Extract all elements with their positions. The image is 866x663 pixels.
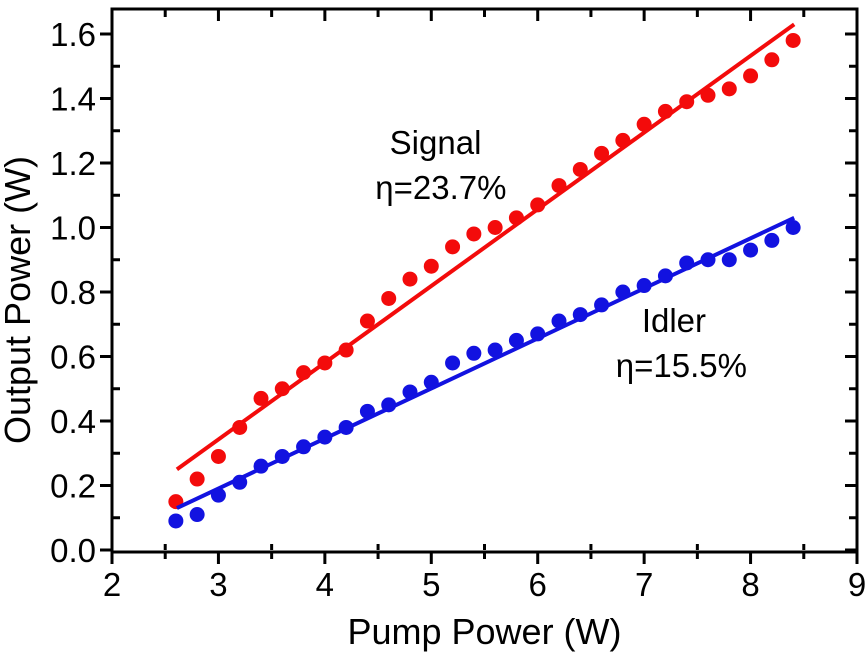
signal-data-point [359, 313, 375, 329]
x-axis-title: Pump Power (W) [347, 611, 621, 652]
signal-data-point [296, 365, 312, 381]
idler-data-point [657, 268, 673, 284]
signal-data-point [700, 87, 716, 103]
signal-data-point [785, 32, 801, 48]
idler-data-point [274, 448, 290, 464]
y-tick-label: 1.2 [50, 145, 96, 182]
signal-data-point [466, 226, 482, 242]
idler-data-point [700, 252, 716, 268]
idler-data-point [253, 458, 269, 474]
annotation-Idler: Idler [642, 302, 706, 339]
x-tick-label: 4 [316, 566, 334, 603]
idler-data-point [530, 326, 546, 342]
y-tick-label: 0.4 [50, 403, 96, 440]
idler-data-point [615, 284, 631, 300]
idler-data-point [402, 384, 418, 400]
idler-data-point [466, 345, 482, 361]
x-tick-label: 6 [529, 566, 547, 603]
annotation-23.7%: η=23.7% [375, 169, 506, 206]
signal-data-point [381, 290, 397, 306]
idler-data-point [487, 342, 503, 358]
idler-data-point [232, 474, 248, 490]
x-tick-label: 2 [103, 566, 121, 603]
idler-data-point [423, 374, 439, 390]
signal-data-point [274, 381, 290, 397]
y-tick-label: 1.4 [50, 81, 96, 118]
signal-data-point [551, 178, 567, 194]
idler-data-point [296, 439, 312, 455]
signal-data-point [232, 419, 248, 435]
signal-data-point [594, 145, 610, 161]
signal-data-point [657, 103, 673, 119]
idler-data-point [743, 242, 759, 258]
idler-data-point [679, 255, 695, 271]
signal-data-point [530, 197, 546, 213]
signal-fit-line [175, 22, 796, 471]
idler-data-point [508, 332, 524, 348]
idler-data-point [764, 232, 780, 248]
idler-data-point [359, 403, 375, 419]
signal-data-point [508, 210, 524, 226]
idler-data-point [189, 507, 205, 523]
y-tick-label: 0.0 [50, 532, 96, 569]
y-tick-label: 1.6 [50, 16, 96, 53]
idler-data-point [572, 307, 588, 323]
signal-data-point [402, 271, 418, 287]
x-tick-label: 3 [209, 566, 227, 603]
y-tick-label: 1.0 [50, 210, 96, 247]
idler-data-point [721, 252, 737, 268]
signal-data-point [743, 68, 759, 84]
idler-data-point [551, 313, 567, 329]
y-tick-label: 0.8 [50, 274, 96, 311]
idler-data-point [338, 419, 354, 435]
idler-data-point [381, 397, 397, 413]
signal-data-point [764, 52, 780, 68]
signal-data-point [189, 471, 205, 487]
axis-frame [110, 7, 859, 554]
y-tick-label: 0.6 [50, 339, 96, 376]
y-axis-title: Output Power (W) [0, 156, 38, 444]
x-tick-label: 7 [635, 566, 653, 603]
signal-data-point [679, 94, 695, 110]
signal-data-point [317, 355, 333, 371]
x-tick-label: 9 [848, 566, 866, 603]
idler-data-point [636, 278, 652, 294]
annotation-15.5%: η=15.5% [616, 347, 747, 384]
idler-data-point [785, 220, 801, 235]
signal-data-point [572, 161, 588, 177]
signal-data-point [636, 116, 652, 132]
idler-data-point [445, 355, 461, 371]
idler-data-point [317, 429, 333, 445]
signal-data-point [445, 239, 461, 255]
x-tick-label: 5 [422, 566, 440, 603]
idler-data-point [594, 297, 610, 313]
signal-data-point [210, 448, 226, 464]
signal-data-point [721, 81, 737, 97]
signal-data-point [615, 132, 631, 148]
signal-data-point [253, 390, 269, 406]
signal-data-point [338, 342, 354, 358]
annotation-Signal: Signal [390, 124, 482, 161]
idler-data-point [210, 487, 226, 503]
y-tick-label: 0.2 [50, 468, 96, 505]
signal-data-point [487, 220, 503, 235]
x-tick-label: 8 [741, 566, 759, 603]
signal-data-point [423, 258, 439, 274]
idler-data-point [168, 513, 184, 529]
